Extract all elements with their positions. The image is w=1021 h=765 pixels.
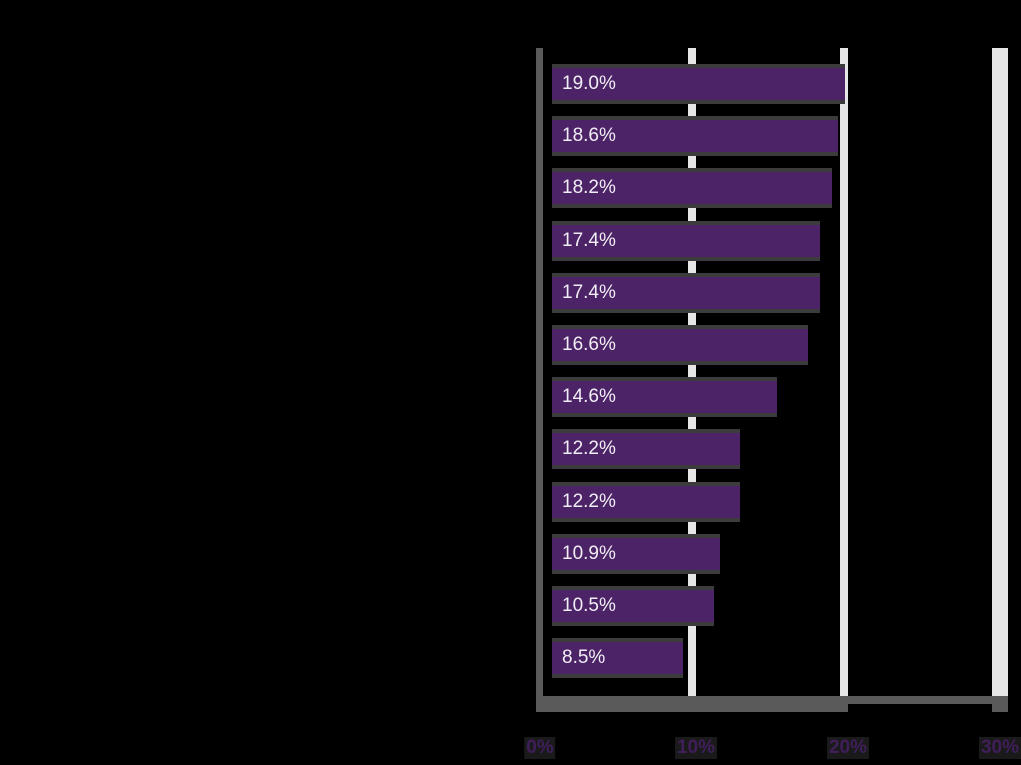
bar-fill	[552, 276, 820, 309]
bar: 10.5%	[552, 586, 714, 626]
x-axis-end-cap	[992, 696, 1008, 712]
bar-fill	[552, 537, 720, 570]
x-tick-10: 10%	[674, 737, 718, 759]
x-tick-20: 20%	[826, 737, 870, 759]
bar-value-label: 16.6%	[562, 334, 616, 355]
bar-value-label: 10.5%	[562, 595, 616, 616]
bar-value-label: 12.2%	[562, 490, 616, 512]
bar: 18.6%	[552, 116, 838, 157]
bar: 17.4%	[552, 272, 820, 313]
bar-fill	[552, 120, 838, 153]
bar-value-label: 17.4%	[562, 229, 616, 251]
bar: 10.9%	[552, 533, 720, 574]
bar-fill	[552, 68, 845, 100]
bar-fill	[552, 590, 714, 622]
y-axis	[536, 48, 543, 712]
x-axis-segment	[536, 696, 848, 712]
bar-value-label: 12.2%	[562, 438, 616, 460]
bar: 17.4%	[552, 220, 820, 261]
gridline-20	[840, 48, 848, 696]
bar-fill	[552, 433, 740, 466]
bar-fill	[552, 172, 832, 205]
bar: 19.0%	[552, 64, 845, 104]
bar: 16.6%	[552, 325, 808, 365]
bar: 14.6%	[552, 377, 777, 418]
bar-value-label: 14.6%	[562, 386, 616, 408]
bar-fill	[552, 642, 683, 675]
bar: 12.2%	[552, 429, 740, 470]
bar-fill	[552, 329, 808, 361]
bar-value-label: 18.6%	[562, 125, 616, 147]
gridline-10	[688, 48, 696, 696]
bar-value-label: 10.9%	[562, 542, 616, 564]
x-tick-0: 0%	[524, 737, 556, 759]
bar-value-label: 18.2%	[562, 177, 616, 199]
bar: 8.5%	[552, 638, 683, 679]
gridline-30	[992, 48, 1008, 696]
bar: 12.2%	[552, 481, 740, 522]
bar: 18.2%	[552, 168, 832, 209]
bar-fill	[552, 381, 777, 414]
x-tick-30: 30%	[978, 737, 1021, 759]
bar-fill	[552, 224, 820, 257]
bar-value-label: 8.5%	[562, 647, 606, 669]
bar-value-label: 19.0%	[562, 73, 616, 94]
bar-fill	[552, 485, 740, 518]
bar-value-label: 17.4%	[562, 281, 616, 303]
